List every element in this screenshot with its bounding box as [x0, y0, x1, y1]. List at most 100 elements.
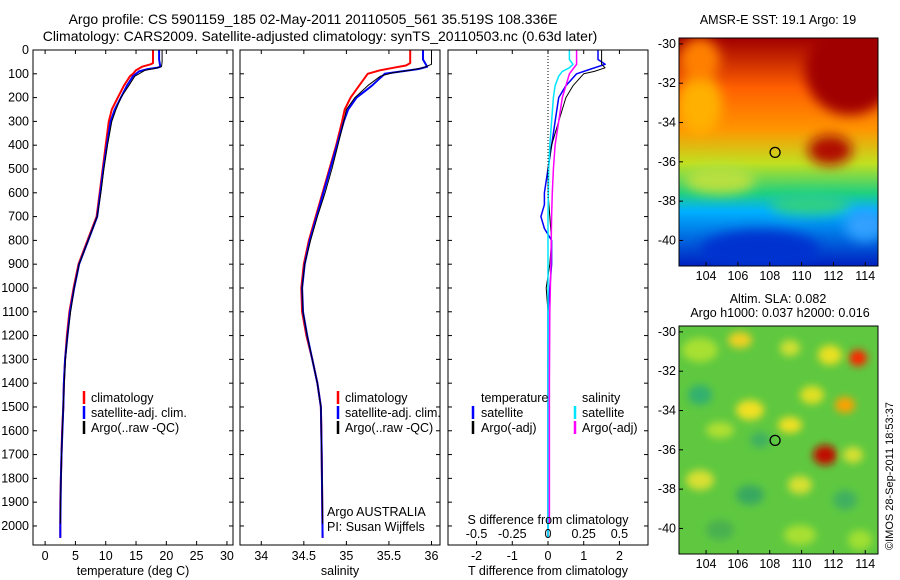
temperature-xtick-label: 0 [42, 549, 49, 563]
difference-legend-sal-satellite: satellite [582, 406, 624, 420]
salinity-series-argo-raw-qc [301, 50, 432, 524]
temperature-ytick-label: 1900 [1, 495, 29, 509]
sla-map-ytick-label: -34 [658, 404, 676, 418]
salinity-note-program: Argo AUSTRALIA [327, 505, 426, 519]
sla-map-xtick-label: 114 [855, 557, 875, 571]
sla-map-xtick-label: 106 [727, 557, 748, 571]
sla-map-ytick-label: -36 [658, 443, 676, 457]
salinity-legend-climatology: climatology [345, 391, 408, 405]
sst-map-frame [678, 37, 879, 267]
difference-xtick-label: 0 [545, 549, 552, 563]
temperature-legend-argo: Argo(..raw -QC) [91, 421, 179, 435]
difference-panel: -2 -1 0 1 2 -0.5 -0.25 0 0.25 0.5 S difference fr… [447, 49, 649, 578]
temperature-ytick-label: 1100 [2, 305, 29, 319]
temperature-ytick-label: 1400 [1, 376, 29, 390]
sst-map-ytick-label: -38 [658, 194, 676, 208]
sst-map-ytick-label: -30 [658, 37, 676, 51]
difference-series-salinity-argo-adj [548, 50, 578, 524]
salinity-series-climatology [300, 50, 412, 538]
sst-map-xtick-label: 112 [823, 269, 843, 283]
difference-s-tick-label: 0.5 [611, 527, 628, 541]
temperature-xtick-label: 15 [129, 549, 143, 563]
temperature-ytick-label: 0 [22, 43, 29, 57]
sla-argo-location-marker [769, 434, 781, 447]
sst-map-xtick-label: 114 [855, 269, 875, 283]
sla-map-ytick-label: -38 [658, 482, 676, 496]
sst-map-ytick-label: -34 [658, 116, 676, 130]
sst-map-ytick-label: -40 [658, 233, 676, 247]
salinity-xtick-label: 34 [254, 549, 268, 563]
temperature-ytick-label: 800 [8, 233, 29, 247]
difference-series-salinity-satellite [547, 50, 574, 538]
temperature-ytick-label: 1800 [1, 471, 29, 485]
sla-map-field [679, 326, 878, 554]
difference-s-tick-label: -0.25 [498, 527, 527, 541]
temperature-xtick-label: 20 [159, 549, 173, 563]
temperature-series-argo-raw-qc [59, 50, 163, 524]
sst-map-ytick-label: -32 [658, 76, 676, 90]
temperature-ytick-label: 900 [8, 257, 29, 271]
temperature-ytick-label: 2000 [1, 519, 29, 533]
sla-map-xtick-label: 110 [792, 557, 812, 571]
sla-map-xtick-label: 112 [823, 557, 843, 571]
temperature-ytick-label: 400 [8, 138, 29, 152]
sla-map-title-1: Altim. SLA: 0.082 [730, 292, 827, 306]
salinity-axes-frame [239, 49, 441, 546]
difference-s-tick-label: 0.25 [572, 527, 596, 541]
temperature-panel: 0 5 10 15 20 25 300100200300400500600700800900… [1, 43, 234, 578]
salinity-xtick-label: 34.5 [292, 549, 316, 563]
sla-map-ytick-label: -30 [658, 325, 676, 339]
temperature-ytick-label: 700 [8, 210, 29, 224]
header-line-2: Climatology: CARS2009. Satellite-adjuste… [43, 28, 598, 44]
temperature-ytick-label: 1000 [1, 281, 29, 295]
difference-legend-temp-argo: Argo(-adj) [481, 421, 537, 435]
difference-legend-temp-satellite: satellite [481, 406, 523, 420]
temperature-ytick-label: 1500 [1, 400, 29, 414]
difference-t-xlabel: T difference from climatology [468, 564, 629, 578]
salinity-series-satellite-adj-clim [301, 50, 429, 538]
sla-map-ytick-label: -40 [658, 521, 676, 535]
difference-s-tick-label: 0 [545, 527, 552, 541]
temperature-ytick-label: 600 [8, 186, 29, 200]
footer-stamp: ©IMOS 28-Sep-2011 18:53:37 [884, 402, 896, 550]
sst-map-xtick-label: 106 [727, 269, 748, 283]
difference-xtick-label: 2 [616, 549, 623, 563]
salinity-legend-argo: Argo(..raw -QC) [345, 421, 433, 435]
difference-s-xlabel: S difference from climatology [468, 513, 630, 527]
temperature-legend-satellite: satellite-adj. clim. [91, 406, 187, 420]
sla-map-xtick-label: 108 [759, 557, 780, 571]
temperature-ytick-label: 500 [8, 162, 29, 176]
difference-xtick-label: -2 [471, 549, 482, 563]
sla-map-panel: Altim. SLA: 0.082 Argo h1000: 0.037 h200… [658, 292, 879, 571]
difference-xtick-label: 1 [580, 549, 587, 563]
temperature-ytick-label: 1700 [1, 448, 29, 462]
salinity-xtick-label: 35.5 [377, 549, 401, 563]
salinity-xtick-label: 36 [425, 549, 439, 563]
sst-map-title: AMSR-E SST: 19.1 Argo: 19 [700, 13, 856, 27]
salinity-xtick-label: 35 [339, 549, 353, 563]
temperature-ytick-label: 300 [8, 114, 29, 128]
temperature-ytick-label: 1300 [1, 352, 29, 366]
sst-map-panel: AMSR-E SST: 19.1 Argo: 19 104 106 108 110 11… [658, 13, 879, 283]
temperature-xtick-label: 25 [190, 549, 204, 563]
difference-legend-sal-argo: Argo(-adj) [582, 421, 638, 435]
header-line-1: Argo profile: CS 5901159_185 02-May-2011… [69, 11, 558, 27]
temperature-xtick-label: 5 [72, 549, 79, 563]
difference-legend: temperature salinity satellite Argo(-adj… [471, 391, 638, 435]
sst-map-xtick-label: 104 [696, 269, 717, 283]
difference-legend-header-salinity: salinity [582, 391, 621, 405]
salinity-xlabel: salinity [321, 564, 360, 578]
sst-map-xtick-label: 110 [792, 269, 812, 283]
sla-map-title-2: Argo h1000: 0.037 h2000: 0.016 [690, 306, 869, 320]
sst-argo-location-marker [769, 146, 781, 159]
salinity-note-pi: PI: Susan Wijffels [327, 520, 425, 534]
sla-map-ytick-label: -32 [658, 364, 676, 378]
difference-s-tick-label: -0.5 [466, 527, 488, 541]
temperature-legend: climatology satellite-adj. clim. Argo(..… [82, 391, 187, 435]
temperature-legend-climatology: climatology [91, 391, 154, 405]
difference-legend-header-temperature: temperature [481, 391, 548, 405]
sla-map-frame [678, 325, 879, 555]
salinity-legend: climatology satellite-adj. clim. Argo(..… [336, 391, 441, 435]
temperature-axes-frame [32, 49, 234, 546]
